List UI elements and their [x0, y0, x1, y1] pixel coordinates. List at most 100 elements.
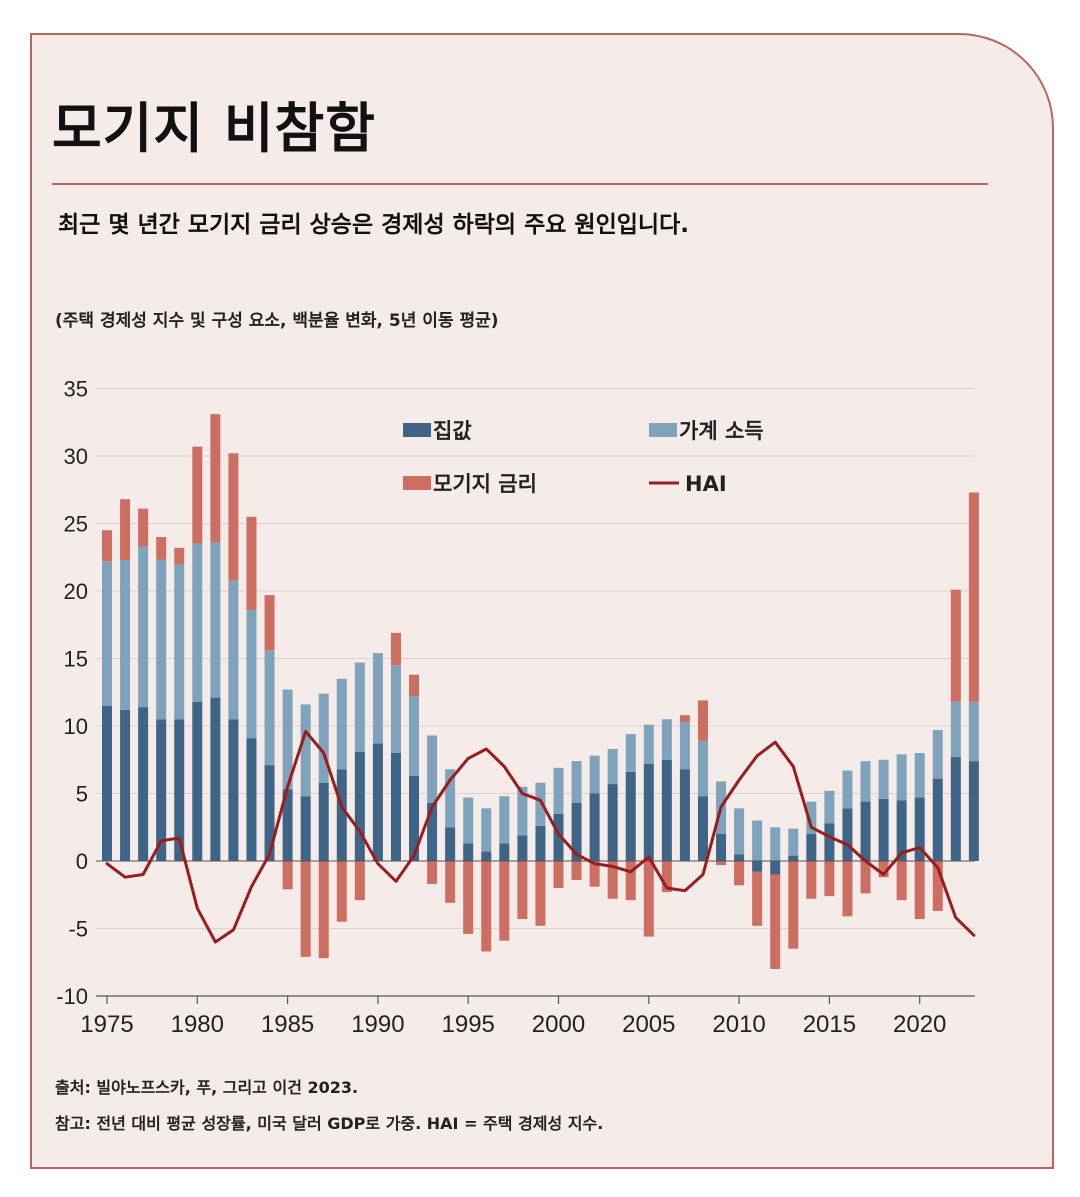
- legend-label: HAI: [685, 472, 727, 496]
- bar: [698, 741, 708, 796]
- bar: [752, 861, 762, 872]
- bar: [445, 861, 455, 903]
- bar: [770, 827, 780, 861]
- bar: [301, 861, 311, 957]
- source-footnote: 출처: 빌야노프스카, 푸, 그리고 이건 2023.: [55, 1074, 358, 1098]
- bar: [915, 753, 925, 798]
- bar: [752, 872, 762, 926]
- bar: [644, 764, 654, 861]
- bar: [824, 861, 834, 896]
- bar: [337, 861, 347, 922]
- legend-label: 모기지 금리: [433, 472, 537, 496]
- bar: [752, 821, 762, 862]
- bar: [192, 702, 202, 861]
- bar: [102, 561, 112, 705]
- bar: [210, 542, 220, 697]
- bar: [680, 769, 690, 861]
- y-tick-label: 5: [76, 782, 88, 807]
- bar: [770, 875, 780, 970]
- bar: [138, 509, 148, 547]
- bar: [138, 707, 148, 861]
- bar: [319, 861, 329, 958]
- y-tick-label: -10: [56, 984, 88, 1009]
- bar: [644, 861, 654, 937]
- bar: [355, 663, 365, 752]
- bar: [265, 650, 275, 765]
- x-tick-label: 2010: [712, 1011, 765, 1038]
- bar: [192, 544, 202, 702]
- y-tick-label: 30: [64, 444, 88, 469]
- bar: [337, 769, 347, 861]
- bar: [788, 829, 798, 856]
- bar: [156, 537, 166, 560]
- bar: [626, 734, 636, 772]
- legend-label: 가계 소득: [679, 419, 764, 443]
- bar: [319, 783, 329, 861]
- bar: [427, 803, 437, 861]
- bar: [933, 730, 943, 779]
- bar: [969, 761, 979, 861]
- x-tick-label: 1995: [442, 1011, 495, 1038]
- bar: [842, 861, 852, 916]
- bar: [535, 826, 545, 861]
- bar: [680, 722, 690, 769]
- bar: [879, 760, 889, 799]
- bar: [788, 861, 798, 949]
- bar: [481, 808, 491, 851]
- bar: [246, 517, 256, 610]
- bar: [861, 802, 871, 861]
- bar: [373, 653, 383, 743]
- bar: [409, 696, 419, 776]
- y-tick-label: 15: [64, 647, 88, 672]
- bar: [445, 827, 455, 861]
- bar: [499, 861, 509, 941]
- legend-label: 집값: [433, 419, 472, 443]
- bar: [499, 796, 509, 843]
- bar: [228, 453, 238, 580]
- bar: [644, 725, 654, 764]
- bar: [391, 753, 401, 861]
- bar: [535, 861, 545, 926]
- x-tick-label: 2015: [803, 1011, 856, 1038]
- bar: [355, 752, 365, 861]
- bar: [608, 749, 618, 784]
- bar: [210, 698, 220, 861]
- bar: [102, 706, 112, 861]
- y-tick-label: 25: [64, 512, 88, 537]
- bar: [806, 834, 816, 861]
- bar: [824, 791, 834, 823]
- bar: [716, 834, 726, 861]
- bar: [228, 580, 238, 719]
- legend-swatch: [403, 423, 431, 437]
- bar: [969, 702, 979, 761]
- bar: [373, 744, 383, 861]
- bar: [933, 779, 943, 861]
- bar: [246, 610, 256, 738]
- bar: [174, 564, 184, 719]
- bar: [698, 700, 708, 741]
- bar: [138, 546, 148, 707]
- bar: [572, 861, 582, 880]
- explanatory-footnote: 참고: 전년 대비 평균 성장률, 미국 달러 GDP로 가중. HAI = 주…: [55, 1110, 603, 1134]
- bar: [427, 861, 437, 884]
- bar: [102, 530, 112, 561]
- bar: [590, 794, 600, 862]
- bar: [842, 771, 852, 809]
- bar: [698, 796, 708, 861]
- bar: [951, 702, 961, 757]
- y-tick-label: 35: [64, 377, 88, 402]
- bar: [662, 760, 672, 861]
- bar: [662, 719, 672, 760]
- bar: [319, 694, 329, 783]
- x-tick-label: 1985: [261, 1011, 314, 1038]
- bar: [861, 761, 871, 802]
- x-tick-label: 2020: [893, 1011, 946, 1038]
- bar: [391, 633, 401, 665]
- bar: [120, 710, 130, 861]
- bar: [174, 548, 184, 564]
- bar: [156, 560, 166, 719]
- x-tick-label: 1975: [80, 1011, 133, 1038]
- legend-swatch: [403, 476, 431, 490]
- y-tick-label: 20: [64, 579, 88, 604]
- bar: [120, 499, 130, 560]
